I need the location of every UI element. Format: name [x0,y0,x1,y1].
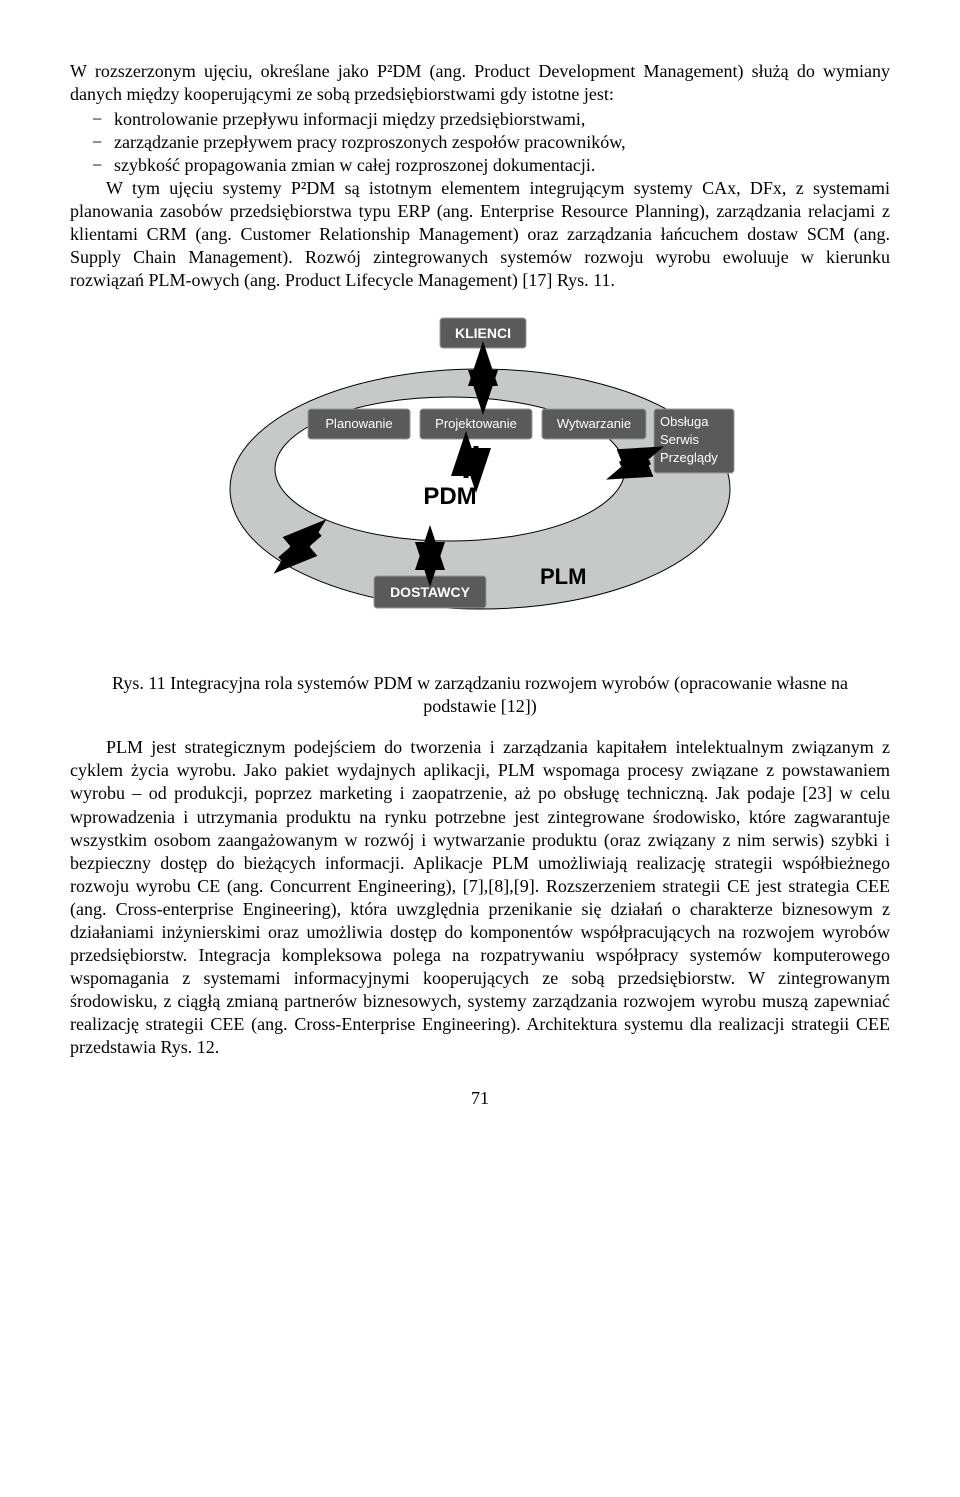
bullet-list: kontrolowanie przepływu informacji międz… [70,108,890,177]
diagram-svg: KLIENCI Planowanie Projektowanie Wytwarz… [220,314,740,654]
bullet-item: kontrolowanie przepływu informacji międz… [70,108,890,131]
svg-text:DOSTAWCY: DOSTAWCY [390,584,471,600]
bullet-item: zarządzanie przepływem pracy rozproszony… [70,131,890,154]
phase-wytwarzanie: Wytwarzanie [542,409,646,439]
side-box: Obsługa Serwis Przeglądy [654,409,734,473]
klienci-box: KLIENCI [440,318,526,348]
svg-text:Serwis: Serwis [660,432,700,447]
plm-label: PLM [540,564,586,589]
svg-text:Przeglądy: Przeglądy [660,450,718,465]
figure-caption: Rys. 11 Integracyjna rola systemów PDM w… [90,672,870,718]
klienci-label: KLIENCI [455,325,511,341]
paragraph-after-bullets: W tym ujęciu systemy P²DM są istotnym el… [70,177,890,292]
phase-planowanie: Planowanie [308,409,410,439]
svg-text:Planowanie: Planowanie [325,416,392,431]
svg-text:Wytwarzanie: Wytwarzanie [557,416,631,431]
paragraph-intro: W rozszerzonym ujęciu, określane jako P²… [70,60,890,106]
dostawcy-box: DOSTAWCY [374,576,486,608]
svg-text:Projektowanie: Projektowanie [435,416,517,431]
pdm-label: PDM [423,483,476,510]
figure-11: KLIENCI Planowanie Projektowanie Wytwarz… [70,314,890,660]
page-number: 71 [70,1087,890,1110]
phase-projektowanie: Projektowanie [420,409,532,439]
bullet-item: szybkość propagowania zmian w całej rozp… [70,154,890,177]
paragraph-2: PLM jest strategicznym podejściem do two… [70,736,890,1058]
svg-text:Obsługa: Obsługa [660,414,709,429]
